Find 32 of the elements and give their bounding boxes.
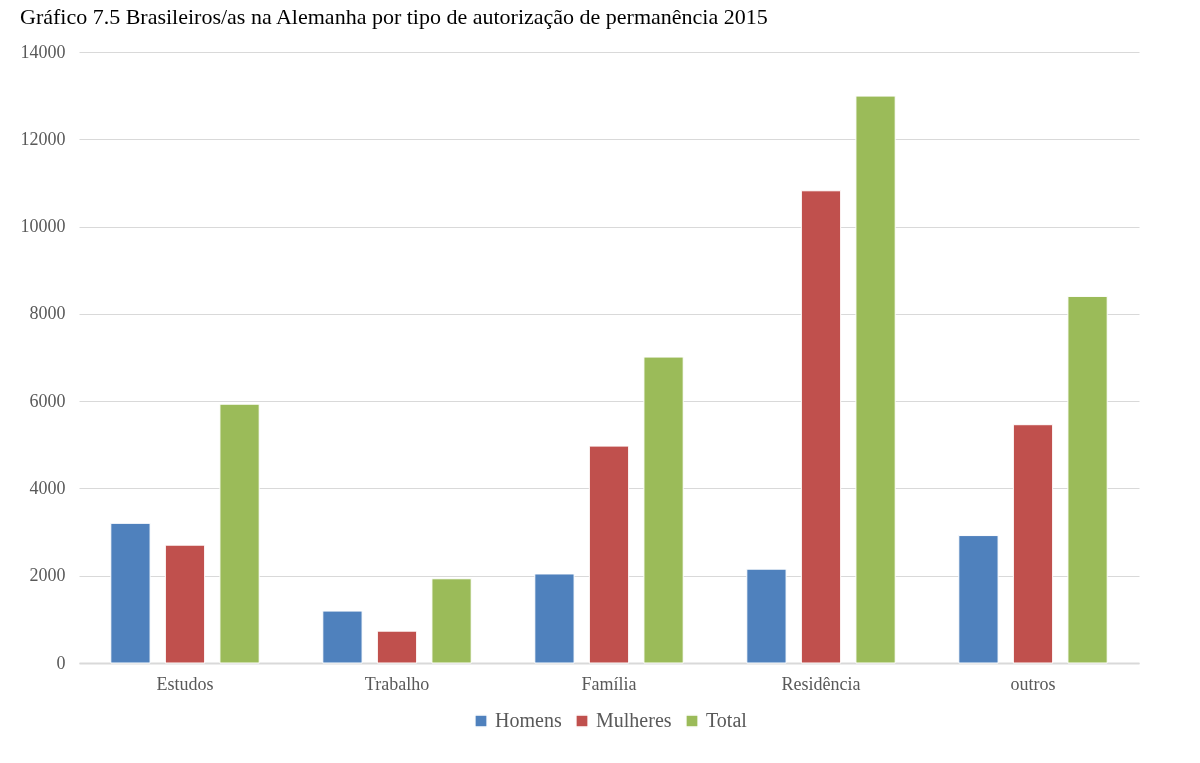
bar — [164, 544, 206, 664]
y-tick-label: 2000 — [29, 565, 66, 586]
bar — [431, 578, 472, 664]
bar — [588, 445, 630, 664]
legend-label: Total — [706, 709, 748, 731]
y-tick-label: 10000 — [20, 216, 66, 237]
legend-label: Mulheres — [596, 709, 672, 731]
x-tick-label: Estudos — [156, 673, 214, 694]
x-tick-label: Trabalho — [364, 673, 430, 694]
bar — [534, 573, 575, 664]
y-tick-label: 4000 — [29, 477, 66, 498]
x-tick-label: Residência — [781, 673, 861, 694]
y-tick-label: 12000 — [20, 128, 66, 149]
chart-title: Gráfico 7.5 Brasileiros/as na Alemanha por tipo de autorização de permanência 2015 — [20, 4, 768, 29]
legend-label: Homens — [495, 709, 562, 731]
x-tick-label: Família — [581, 673, 637, 694]
bar — [746, 568, 787, 664]
y-tick-label: 8000 — [29, 303, 66, 324]
bar — [1012, 424, 1054, 664]
bar — [110, 522, 151, 664]
y-tick-label: 0 — [56, 652, 66, 673]
y-tick-label: 6000 — [29, 390, 66, 411]
y-tick-label: 14000 — [20, 41, 66, 62]
bar — [643, 356, 684, 664]
bar — [855, 95, 896, 664]
bar — [376, 630, 418, 664]
x-tick-label: outros — [1010, 673, 1056, 694]
bar — [800, 190, 842, 664]
bar — [219, 403, 260, 664]
bar — [1067, 295, 1108, 664]
bar — [322, 610, 363, 664]
bar — [958, 535, 999, 664]
